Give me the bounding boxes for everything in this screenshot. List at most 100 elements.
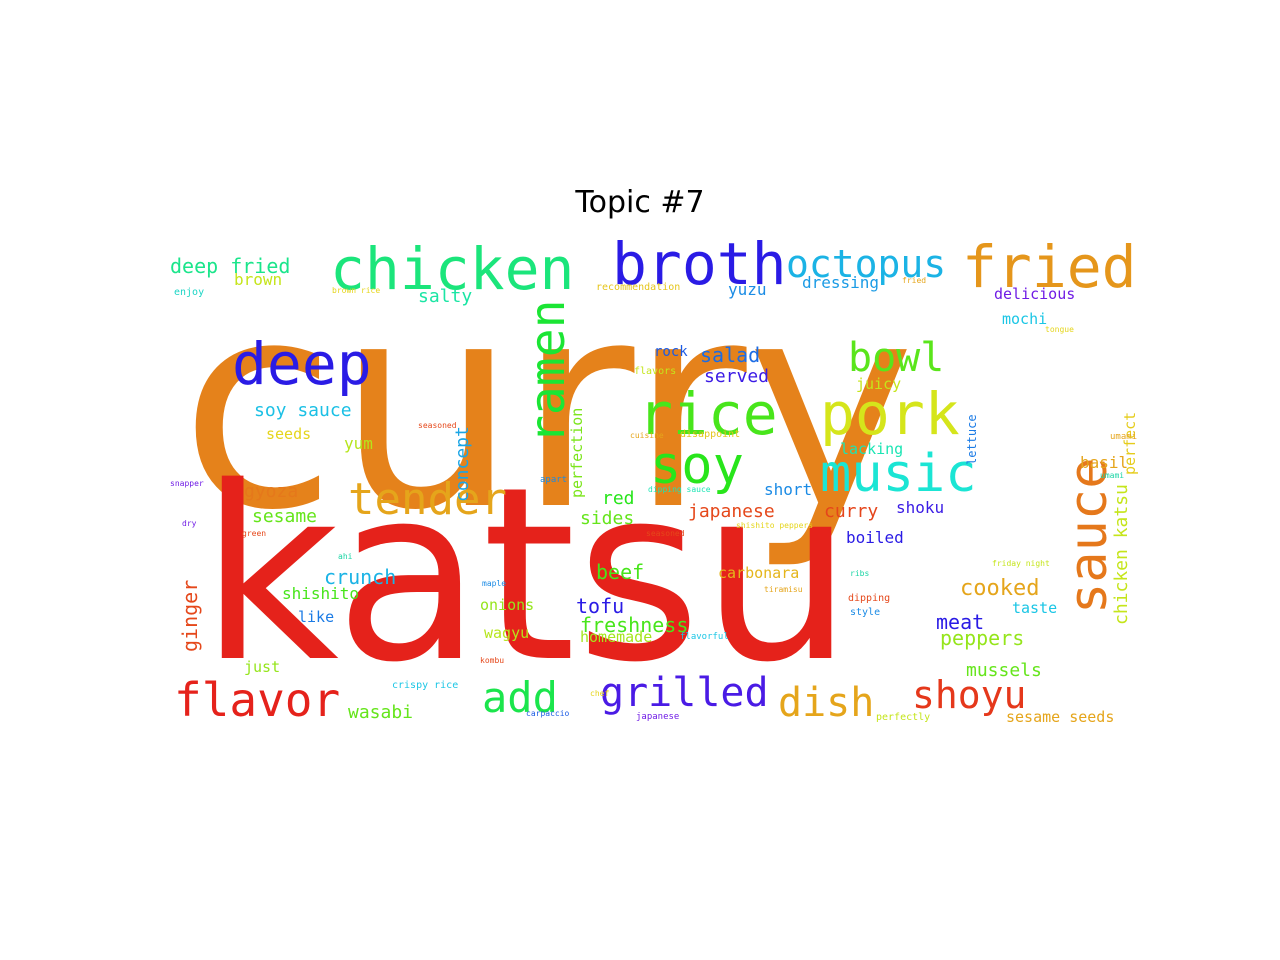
cloud-word: chicken katsu: [1111, 484, 1132, 626]
cloud-word: gyoza: [244, 481, 299, 502]
cloud-word: boiled: [846, 528, 904, 547]
cloud-word: short: [764, 480, 813, 499]
cloud-word: curry: [824, 501, 879, 522]
cloud-word: cooked: [960, 576, 1040, 601]
cloud-word: mochi: [1002, 310, 1048, 328]
cloud-word: crispy rice: [392, 680, 459, 691]
cloud-word: fried: [962, 240, 1137, 301]
cloud-word: tiramisu: [764, 585, 803, 594]
cloud-word: shishito: [282, 584, 360, 603]
cloud-word: lacking: [840, 440, 904, 458]
cloud-word: lettuce: [965, 414, 979, 466]
cloud-word: umami: [1100, 471, 1125, 480]
cloud-word: octopus: [786, 242, 947, 286]
cloud-word: pork: [820, 380, 960, 448]
cloud-word: beef: [596, 560, 645, 584]
cloud-word: seasoned: [418, 421, 457, 430]
cloud-word: add: [482, 673, 558, 722]
cloud-word: freshness: [580, 613, 689, 637]
cloud-word: sesame: [252, 506, 318, 527]
cloud-word: taste: [1012, 599, 1058, 617]
cloud-word: dressing: [802, 273, 880, 292]
cloud-word: japanese: [636, 712, 680, 722]
cloud-word: curry: [180, 241, 916, 573]
cloud-word: shoku: [896, 498, 945, 517]
cloud-word: soy sauce: [254, 400, 352, 421]
cloud-word: dipping: [848, 593, 891, 604]
cloud-word: salad: [700, 343, 761, 367]
cloud-word: music: [820, 444, 977, 504]
cloud-word: disappoint: [680, 429, 741, 440]
cloud-word: deep fried: [170, 254, 291, 278]
cloud-word: ginger: [178, 579, 202, 652]
cloud-word: grilled: [600, 670, 769, 716]
cloud-word: tofu: [576, 594, 625, 618]
cloud-word: tender: [348, 474, 507, 525]
cloud-word: sauce: [1059, 457, 1119, 614]
cloud-word: rice: [638, 380, 778, 448]
cloud-word: fried: [902, 276, 927, 285]
cloud-word: like: [298, 608, 335, 626]
cloud-word: friday night: [992, 559, 1050, 568]
cloud-word: meat: [936, 610, 985, 634]
cloud-word: dish: [778, 680, 875, 726]
cloud-word: umami: [1110, 432, 1138, 442]
cloud-word: concept: [452, 425, 473, 502]
cloud-word: onions: [480, 596, 535, 614]
cloud-word: style: [850, 607, 881, 618]
cloud-word: bowl: [848, 335, 945, 381]
cloud-word: ramen: [520, 299, 576, 445]
cloud-word: just: [244, 658, 281, 676]
cloud-word: salty: [418, 286, 473, 307]
cloud-word: recommendation: [596, 282, 681, 293]
cloud-word: basil: [1080, 453, 1129, 472]
plot-title: Topic #7: [575, 185, 705, 220]
cloud-word: kombu: [480, 656, 505, 665]
cloud-word: juicy: [856, 375, 902, 393]
cloud-word: wagyu: [484, 624, 530, 642]
cloud-word: enjoy: [174, 287, 205, 298]
cloud-word: seeds: [266, 425, 312, 443]
cloud-word: sides: [580, 508, 635, 529]
cloud-word: peppers: [940, 626, 1025, 650]
cloud-word: maple: [482, 579, 507, 588]
cloud-word: snapper: [170, 479, 204, 488]
cloud-word: shoyu: [912, 673, 1027, 717]
cloud-word: yuzu: [728, 280, 767, 299]
cloud-word: rock: [654, 344, 688, 360]
cloud-word: japanese: [688, 501, 775, 522]
cloud-word: flavor: [174, 673, 341, 727]
cloud-word: flavorful: [680, 632, 729, 642]
cloud-word: crunch: [324, 565, 397, 589]
cloud-word: ribs: [850, 569, 870, 578]
cloud-word: chicken: [330, 240, 575, 303]
cloud-word: tongue: [1045, 325, 1074, 334]
cloud-word: apart: [540, 475, 568, 485]
cloud-word: shishito peppers: [736, 521, 814, 530]
cloud-word: ahi: [338, 552, 353, 561]
cloud-word: green: [242, 529, 267, 538]
cloud-word: served: [704, 366, 770, 387]
cloud-word: broth: [612, 240, 787, 298]
cloud-word: katsu: [200, 435, 854, 715]
cloud-word: mussels: [966, 660, 1042, 681]
cloud-word: carbonara: [718, 564, 800, 582]
cloud-word: soy: [650, 436, 744, 496]
cloud-word: homemade: [580, 628, 653, 646]
cloud-word: dry: [182, 519, 197, 528]
cloud-word: brown: [234, 270, 283, 289]
cloud-word: flavors: [634, 366, 677, 377]
cloud-word: red: [602, 488, 635, 509]
cloud-word: cuisine: [630, 431, 664, 440]
cloud-word: deep: [232, 330, 372, 398]
cloud-word: yum: [344, 434, 373, 453]
cloud-word: sesame seeds: [1006, 708, 1115, 726]
cloud-word: carpaccio: [526, 709, 570, 718]
cloud-word: perfectly: [876, 712, 931, 723]
cloud-word: seasoned: [646, 529, 685, 538]
cloud-word: chef: [590, 689, 610, 698]
cloud-word: delicious: [994, 285, 1076, 303]
cloud-word: brown rice: [332, 286, 381, 295]
cloud-word: wasabi: [348, 702, 414, 723]
